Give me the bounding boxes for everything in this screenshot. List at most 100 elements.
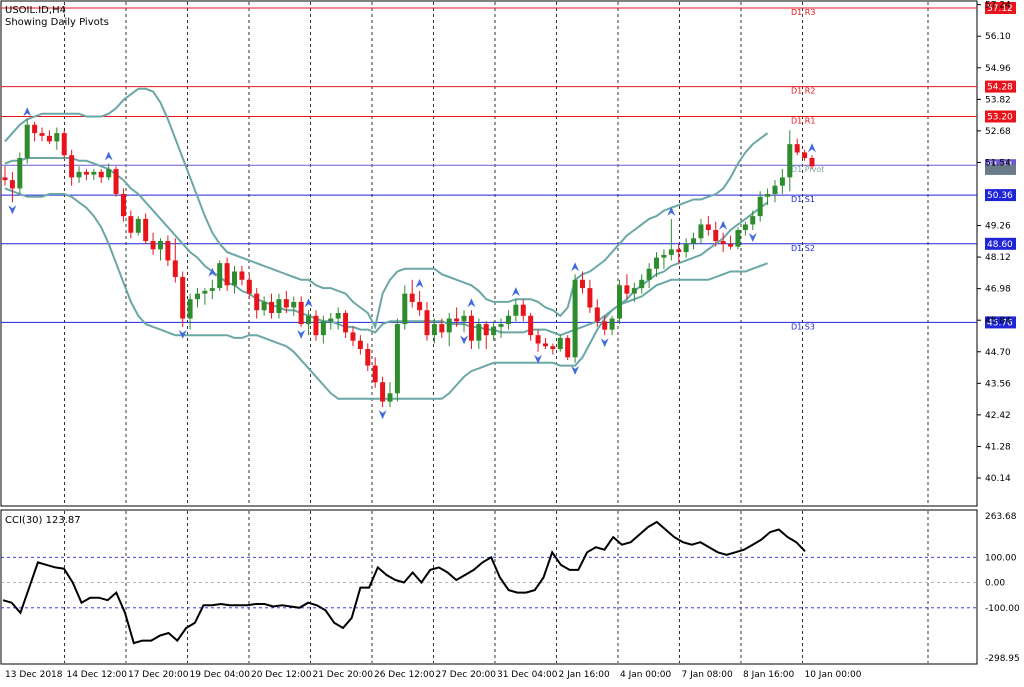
price-axis[interactable]: 57.24 56.10 54.96 53.82 52.68 51.54 49.26 48.12… [977, 1, 1011, 484]
candle-body [113, 169, 119, 194]
candle-body [172, 260, 178, 278]
y-tick-label: 51.54 [985, 158, 1011, 168]
candle-body [372, 365, 378, 383]
time-axis[interactable]: 13 Dec 2018 14 Dec 12:00 17 Dec 20:00 19 De… [5, 670, 862, 680]
candle-body [676, 249, 682, 253]
candle-body [313, 315, 319, 336]
candle-body [602, 321, 608, 330]
y-tick-label: 54.96 [985, 64, 1011, 74]
candle-body [572, 279, 578, 358]
pivot-line-label: D1 R1 [791, 116, 815, 125]
price-panel-frame [0, 0, 978, 507]
pivot-price-label: 50.36 [987, 191, 1013, 201]
candle-body [705, 224, 711, 230]
candle-body [617, 285, 623, 319]
y-tick-label: 44.70 [985, 348, 1011, 358]
candle-body [431, 324, 437, 336]
candle-body [402, 293, 408, 325]
x-tick-label: 10 Jan 00:00 [804, 670, 861, 680]
y-tick-label: 52.68 [985, 127, 1011, 137]
candle-body [409, 293, 415, 302]
candle-body [143, 218, 149, 242]
cci-tick-label: 0.00 [985, 579, 1005, 589]
y-tick-label: 48.12 [985, 253, 1011, 263]
candle-body [291, 301, 297, 308]
candle-body [557, 337, 563, 349]
candle-body [565, 337, 571, 358]
x-tick-label: 31 Dec 04:00 [497, 670, 558, 680]
candle-body [542, 343, 548, 347]
candle-body [720, 241, 726, 244]
pivot-price-label: 53.20 [987, 112, 1013, 122]
candle-body [639, 279, 645, 289]
candle-body [365, 348, 371, 366]
candle-body [380, 382, 386, 402]
candle-body [217, 263, 223, 289]
pivot-price-label: 57.12 [987, 4, 1013, 14]
candle-body [765, 193, 771, 197]
fractal-down-icon [571, 365, 580, 375]
candle-body [772, 185, 778, 194]
candle-body [646, 268, 652, 280]
candle-body [728, 243, 734, 247]
y-tick-label: 43.56 [985, 379, 1011, 389]
fractal-down-icon [748, 232, 757, 242]
fractal-markers [8, 107, 816, 420]
candle-body [254, 293, 260, 311]
candle-body [165, 241, 171, 261]
y-tick-label: 49.26 [985, 222, 1011, 232]
candle-body [283, 299, 289, 308]
candle-body [424, 310, 430, 336]
pivot-line-label: D1 S3 [791, 322, 815, 331]
candle-body [276, 299, 282, 314]
x-tick-label: 20 Dec 12:00 [251, 670, 312, 680]
candle-body [76, 171, 82, 178]
fractal-down-icon [378, 410, 387, 420]
fractal-down-icon [534, 354, 543, 364]
x-tick-label: 13 Dec 2018 [5, 670, 63, 680]
candle-body [320, 321, 326, 336]
pivot-line-label: D1 S1 [791, 195, 815, 204]
x-tick-label: 2 Jan 16:00 [558, 670, 610, 680]
candle-body [239, 271, 245, 280]
symbol-label: USOIL.ID,H4 [5, 5, 66, 16]
candle-body [157, 241, 163, 250]
pivot-line-label: D1 Pivot [791, 165, 824, 174]
cci-tick-label: 263.68 [985, 512, 1017, 522]
candle-body [209, 288, 215, 291]
x-tick-label: 19 Dec 04:00 [189, 670, 250, 680]
bollinger-band-upper [4, 87, 769, 330]
candle-body [579, 279, 585, 289]
candle-body [535, 335, 541, 344]
pivot-line-label: D1 S2 [791, 244, 815, 253]
x-tick-label: 8 Jan 16:00 [743, 670, 795, 680]
current-price-box [985, 164, 1016, 175]
candle-body [461, 315, 467, 322]
candle-body [69, 155, 75, 178]
candle-body [335, 313, 341, 319]
candle-body [668, 249, 674, 255]
candle-body [631, 288, 637, 294]
pivot-price-box [985, 110, 1016, 123]
candle-body [394, 324, 400, 394]
y-tick-label: 57.24 [985, 1, 1011, 11]
y-tick-label: 53.82 [985, 95, 1011, 105]
cci-panel-frame [0, 509, 978, 665]
candle-body [587, 288, 593, 308]
candle-body [439, 324, 445, 333]
candle-body [54, 133, 60, 142]
cci-tick-label: -298.95 [985, 654, 1020, 664]
fractal-up-icon [808, 143, 816, 153]
candle-body [446, 318, 452, 333]
candle-body [61, 133, 67, 156]
y-tick-label: 41.28 [985, 442, 1011, 452]
fractal-up-icon [23, 107, 32, 117]
pivot-line-label: D1 R2 [791, 87, 815, 96]
candle-body [298, 301, 304, 325]
candle-body [39, 133, 45, 136]
fractal-up-icon [511, 287, 520, 297]
candle-body [787, 144, 793, 178]
candle-body [224, 263, 230, 286]
